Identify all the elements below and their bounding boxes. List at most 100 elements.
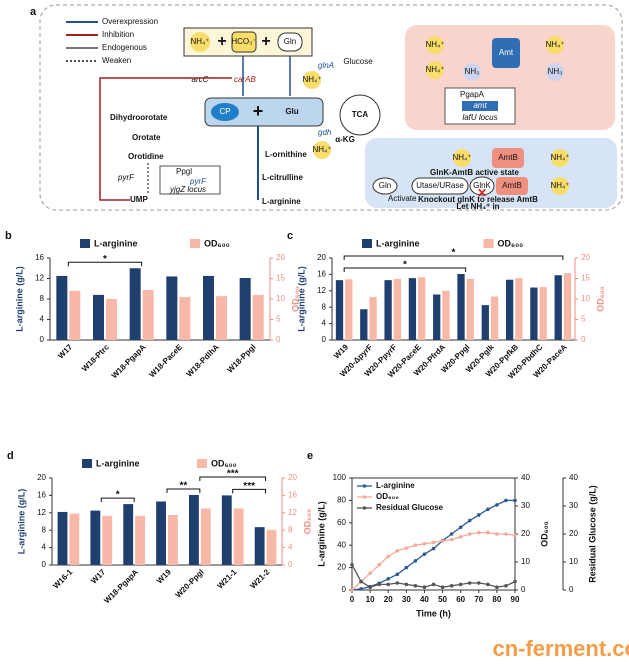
node-label: NH₄⁺ <box>425 40 444 49</box>
x-tick-label: 80 <box>492 595 501 604</box>
tick-label: 16 <box>288 491 297 500</box>
bar <box>252 294 264 340</box>
x-tick-label: W21-2 <box>248 567 271 590</box>
bar <box>179 296 191 340</box>
tick-label: 10 <box>569 557 578 566</box>
marker <box>486 582 490 587</box>
legend-marker <box>362 484 367 488</box>
bar <box>221 495 232 565</box>
box <box>159 165 221 195</box>
axis-label: Time (h) <box>416 608 451 618</box>
legend-swatch <box>190 239 200 248</box>
marker <box>504 532 508 536</box>
bar <box>56 275 68 340</box>
bar <box>93 294 104 340</box>
caption: Knockout glnK to release AmtB <box>418 195 538 204</box>
x-tick-label: 70 <box>474 595 483 604</box>
tick-label: 0 <box>40 335 45 344</box>
line <box>351 499 515 591</box>
marker <box>495 532 499 536</box>
knockout-mark: ✕ <box>477 186 487 200</box>
gene <box>462 101 498 111</box>
tick-label: 20 <box>276 253 285 262</box>
cycle <box>339 94 381 136</box>
bar <box>102 515 113 565</box>
bar <box>515 278 523 340</box>
axis-label: OD₆₀₀ <box>539 521 549 547</box>
marker <box>377 582 381 587</box>
node <box>551 177 569 195</box>
bar <box>200 508 211 565</box>
marker <box>368 571 372 575</box>
x-tick-label: W21-1 <box>216 567 239 590</box>
tick-label: 0 <box>342 585 347 594</box>
watermark: cn-ferment.com <box>492 636 629 661</box>
node <box>546 36 564 54</box>
marker <box>440 539 445 543</box>
tick-label: 0 <box>581 335 586 344</box>
node-label: UMP <box>130 195 148 204</box>
gene-label: glnA <box>318 61 334 70</box>
node-label: Glu <box>285 107 298 116</box>
marker <box>422 542 427 546</box>
node-label: Orotidine <box>128 152 164 161</box>
bar <box>69 290 81 340</box>
tick-label: 30 <box>521 501 530 510</box>
tick-label: 20 <box>317 253 326 262</box>
x-tick-label: W18-PaceE <box>147 342 184 379</box>
node <box>426 61 444 79</box>
bar <box>233 508 244 565</box>
tick-label: 20 <box>569 529 578 538</box>
tick-label: 15 <box>581 274 590 283</box>
bar <box>490 296 499 340</box>
bar <box>254 527 265 565</box>
node-label: HCO₃⁻ <box>231 37 256 46</box>
tick-label: 0 <box>288 560 293 569</box>
x-tick-label: 60 <box>456 595 465 604</box>
significance-label: ** <box>180 481 188 492</box>
x-tick-label: W19 <box>332 342 350 360</box>
node-label: L-arginine <box>262 197 301 206</box>
legend-swatch <box>362 239 372 248</box>
bar <box>369 296 377 340</box>
significance-label: *** <box>243 481 255 492</box>
inhibition <box>99 77 232 201</box>
marker <box>386 577 391 581</box>
significance-bracket <box>100 497 135 503</box>
x-tick-label: 20 <box>384 595 393 604</box>
node-label: α-KG <box>335 135 355 144</box>
tick-label: 0 <box>521 585 526 594</box>
tick-label: 12 <box>288 508 297 517</box>
axis-label: L-arginine (g/L) <box>296 266 306 332</box>
bar <box>156 501 166 565</box>
node-label: L-ornithine <box>265 150 307 159</box>
node-label: NH₃ <box>548 67 563 76</box>
marker <box>440 585 445 589</box>
node <box>303 71 321 89</box>
marker <box>476 581 481 585</box>
marker <box>386 554 391 559</box>
marker <box>476 530 481 535</box>
node-label: CP <box>219 107 230 116</box>
bar <box>539 287 547 340</box>
bar <box>335 280 344 340</box>
node <box>211 103 239 121</box>
bar <box>457 273 465 340</box>
axis-label: OD₆₀₀ <box>595 286 605 312</box>
legend-label: OD₆₀₀ <box>211 458 237 468</box>
marker <box>449 584 454 588</box>
marker <box>486 530 490 535</box>
tick-label: 20 <box>521 529 530 538</box>
x-tick-label: 50 <box>438 595 447 604</box>
node-label: Dihydroorotate <box>110 113 168 122</box>
legend-label: L-arginine <box>94 238 138 248</box>
frame <box>39 4 623 211</box>
marker <box>395 572 400 577</box>
significance-bracket <box>67 261 143 267</box>
gene-label: carAB <box>234 75 256 84</box>
marker <box>513 498 517 503</box>
x-tick-label: W17 <box>56 342 74 360</box>
marker <box>476 513 481 517</box>
node <box>426 36 444 54</box>
